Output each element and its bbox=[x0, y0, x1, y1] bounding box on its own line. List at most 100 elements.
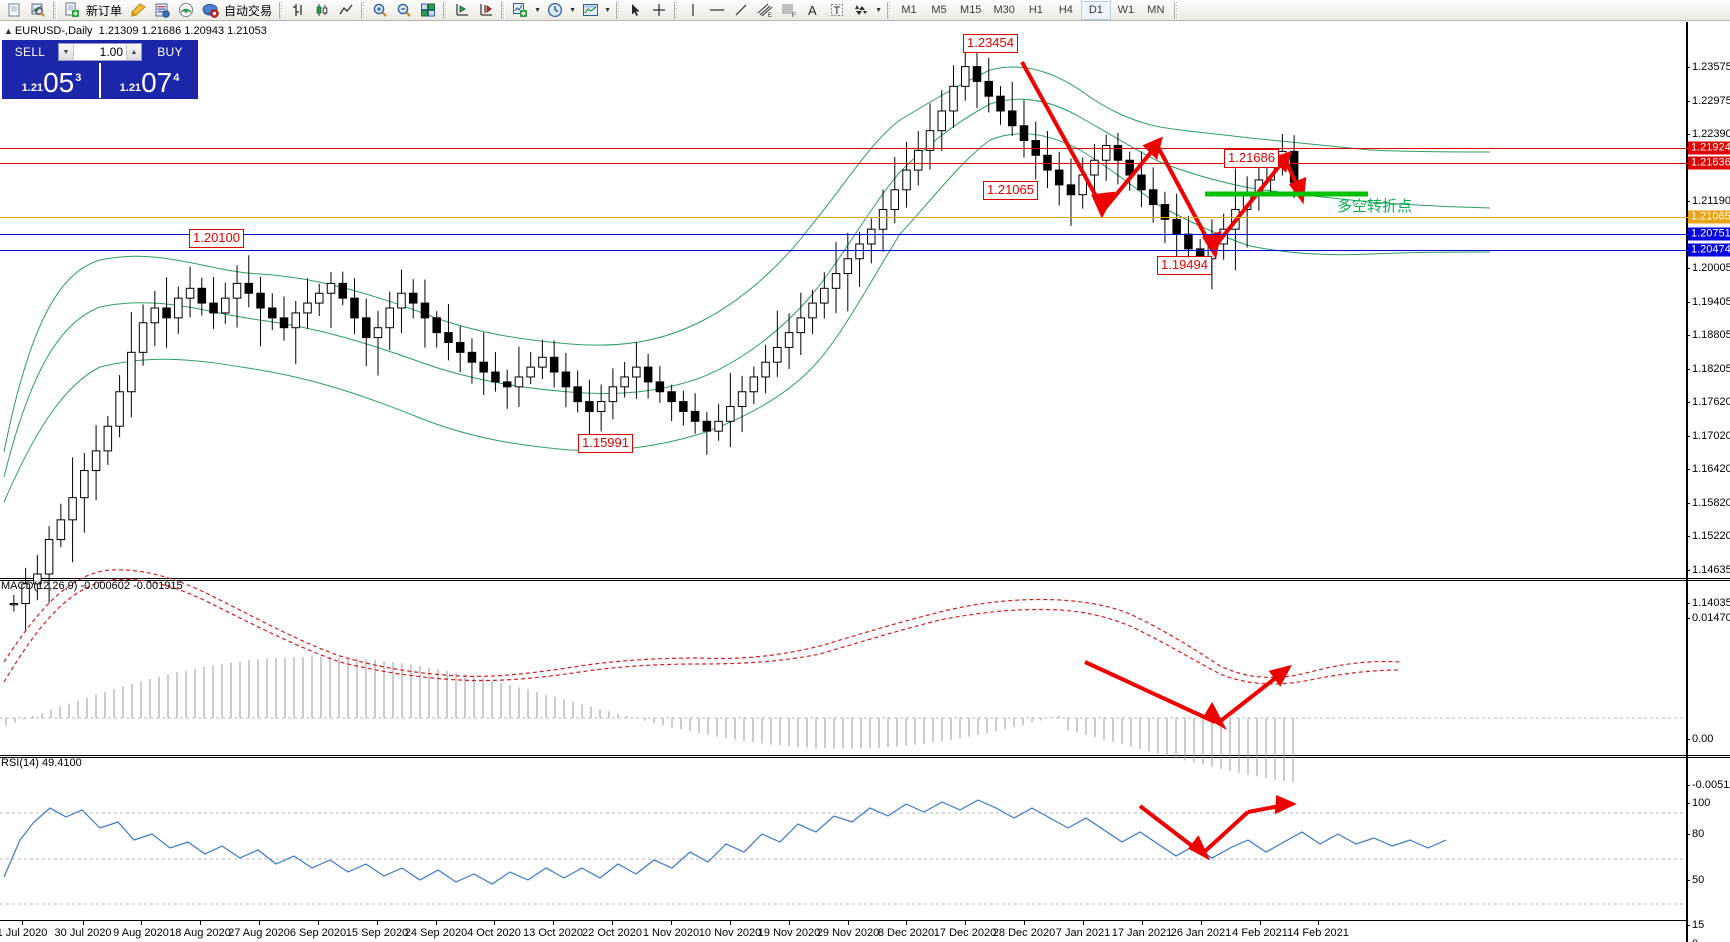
arrows-icon[interactable] bbox=[850, 1, 872, 20]
price-badge-resistance-1: 1.21924 bbox=[1688, 141, 1730, 155]
level-line-1-21924[interactable] bbox=[0, 148, 1688, 149]
axis-tick bbox=[1686, 302, 1690, 303]
rsi-indicator-label: RSI(14) 49.4100 bbox=[1, 757, 82, 769]
date-axis-label: 4 Oct 2020 bbox=[467, 927, 521, 939]
trendline-icon[interactable] bbox=[730, 1, 752, 20]
level-line-1-21636[interactable] bbox=[0, 163, 1688, 164]
vertical-line-icon[interactable] bbox=[682, 1, 704, 20]
price-label-low[interactable]: 1.19494 bbox=[1157, 256, 1212, 275]
price-axis-label: 1.23575 bbox=[1692, 61, 1730, 73]
one-click-trading-panel[interactable]: SELL ▼ 1.00 ▲ BUY 1.21 05 3 1.21 07 4 bbox=[2, 40, 198, 99]
date-axis-label: 22 Oct 2020 bbox=[582, 927, 642, 939]
chevron-down-icon[interactable]: ▼ bbox=[569, 6, 576, 14]
add-indicator-icon[interactable] bbox=[509, 1, 531, 20]
price-label-bottom[interactable]: 1.15991 bbox=[578, 434, 633, 453]
chevron-down-icon[interactable]: ▼ bbox=[604, 6, 611, 14]
sell-button[interactable]: 1.21 05 3 bbox=[3, 63, 99, 98]
main-toolbar: 新订单 bbox=[0, 0, 1730, 21]
svg-text:T: T bbox=[834, 5, 841, 17]
timeframe-m5[interactable]: M5 bbox=[931, 4, 947, 16]
axis-tick bbox=[1686, 436, 1690, 437]
timeframe-m30[interactable]: M30 bbox=[993, 4, 1015, 16]
timeframe-m1[interactable]: M1 bbox=[901, 4, 917, 16]
line-chart-icon[interactable] bbox=[335, 1, 357, 20]
buy-label: BUY bbox=[157, 45, 183, 59]
chevron-down-icon[interactable]: ▼ bbox=[875, 6, 882, 14]
chinese-annotation-note: 多空转折点 bbox=[1337, 198, 1413, 215]
buy-button[interactable]: 1.21 07 4 bbox=[99, 63, 197, 98]
chart-search-icon[interactable] bbox=[27, 1, 49, 20]
date-axis-label: 30 Jul 2020 bbox=[54, 927, 112, 939]
price-label-high[interactable]: 1.23454 bbox=[963, 34, 1018, 53]
date-tick bbox=[1260, 921, 1261, 925]
crosshair-icon[interactable] bbox=[648, 1, 670, 20]
axis-tick bbox=[1686, 880, 1690, 881]
date-axis-label: 1 Nov 2020 bbox=[642, 927, 700, 939]
text-icon[interactable]: A bbox=[802, 1, 824, 20]
autotrade-icon[interactable] bbox=[199, 1, 221, 20]
date-axis-label: 15 Sep 2020 bbox=[345, 927, 409, 939]
level-line-1-20474[interactable] bbox=[0, 250, 1688, 251]
buy-price-main: 07 bbox=[141, 67, 173, 98]
price-label-current-high[interactable]: 1.21686 bbox=[1224, 149, 1279, 168]
sell-label: SELL bbox=[14, 45, 46, 59]
new-order-button[interactable]: 新订单 bbox=[86, 3, 123, 18]
timeframe-d1[interactable]: D1 bbox=[1080, 0, 1111, 20]
cursor-arrow-icon[interactable] bbox=[624, 1, 646, 20]
volume-decrease-icon[interactable]: ▼ bbox=[59, 44, 74, 60]
level-line-1-20751[interactable] bbox=[0, 234, 1688, 235]
pane-separator-macd-rsi[interactable] bbox=[0, 755, 1730, 758]
volume-input[interactable]: 1.00 bbox=[74, 44, 126, 60]
chart-restore-icon[interactable]: ▲ bbox=[4, 26, 13, 36]
date-axis-label: 19 Nov 2020 bbox=[757, 927, 821, 939]
bar-chart-icon[interactable] bbox=[287, 1, 309, 20]
axis-tick bbox=[1686, 925, 1690, 926]
auto-scroll-icon[interactable] bbox=[475, 1, 497, 20]
zoom-out-icon[interactable] bbox=[393, 1, 415, 20]
new-chart-icon[interactable] bbox=[3, 1, 25, 20]
date-tick bbox=[22, 921, 23, 925]
tile-windows-icon[interactable] bbox=[417, 1, 439, 20]
new-order-icon[interactable] bbox=[61, 1, 83, 20]
equidistant-channel-icon[interactable]: E bbox=[754, 1, 776, 20]
date-tick bbox=[318, 921, 319, 925]
date-tick bbox=[141, 921, 142, 925]
pane-separator-main-macd[interactable] bbox=[0, 578, 1730, 581]
text-label-icon[interactable]: T bbox=[826, 1, 848, 20]
price-axis-label: 1.17620 bbox=[1692, 396, 1730, 408]
timeframe-m15[interactable]: M15 bbox=[960, 4, 982, 16]
horizontal-line-icon[interactable] bbox=[706, 1, 728, 20]
price-label-resistance[interactable]: 1.20100 bbox=[189, 229, 244, 248]
zoom-in-icon[interactable] bbox=[369, 1, 391, 20]
timeframe-mn[interactable]: MN bbox=[1147, 4, 1165, 16]
periods-icon[interactable] bbox=[544, 1, 566, 20]
chart-shift-icon[interactable] bbox=[451, 1, 473, 20]
date-axis-label: 6 Sep 2020 bbox=[289, 927, 347, 939]
price-axis-label: 1.14635 bbox=[1692, 564, 1730, 576]
timeframe-h4[interactable]: H4 bbox=[1058, 4, 1073, 16]
templates-icon[interactable] bbox=[579, 1, 601, 20]
level-line-1-21065[interactable] bbox=[0, 217, 1688, 218]
date-axis[interactable]: 1 Jul 2020 30 Jul 2020 9 Aug 2020 18 Aug 20… bbox=[0, 920, 1686, 942]
chart-symbol-period: EURUSD-,Daily bbox=[14, 25, 93, 37]
date-axis-label: 17 Jan 2021 bbox=[1111, 927, 1173, 939]
candlestick-chart-icon[interactable] bbox=[311, 1, 333, 20]
price-label-pivot[interactable]: 1.21065 bbox=[983, 181, 1038, 200]
fibonacci-retracement-icon[interactable]: F bbox=[778, 1, 800, 20]
timeframe-w1[interactable]: W1 bbox=[1117, 4, 1135, 16]
chart-window[interactable]: ▲ EURUSD-,Daily 1.21309 1.21686 1.20943 1… bbox=[0, 21, 1730, 942]
axis-tick bbox=[1686, 618, 1690, 619]
terminal-icon[interactable] bbox=[151, 1, 173, 20]
autotrade-button[interactable]: 自动交易 bbox=[224, 3, 273, 18]
volume-stepper[interactable]: ▼ 1.00 ▲ bbox=[58, 43, 142, 61]
volume-increase-icon[interactable]: ▲ bbox=[126, 44, 141, 60]
timeframe-h1[interactable]: H1 bbox=[1028, 4, 1043, 16]
axis-tick bbox=[1686, 536, 1690, 537]
toolbar-separator bbox=[1173, 1, 1178, 19]
metaeditor-icon[interactable] bbox=[127, 1, 149, 20]
toolbar-separator bbox=[616, 1, 621, 19]
axis-tick bbox=[1686, 335, 1690, 336]
macd-axis-label: 0.00 bbox=[1692, 733, 1714, 745]
chevron-down-icon[interactable]: ▼ bbox=[534, 6, 541, 14]
signals-icon[interactable] bbox=[175, 1, 197, 20]
